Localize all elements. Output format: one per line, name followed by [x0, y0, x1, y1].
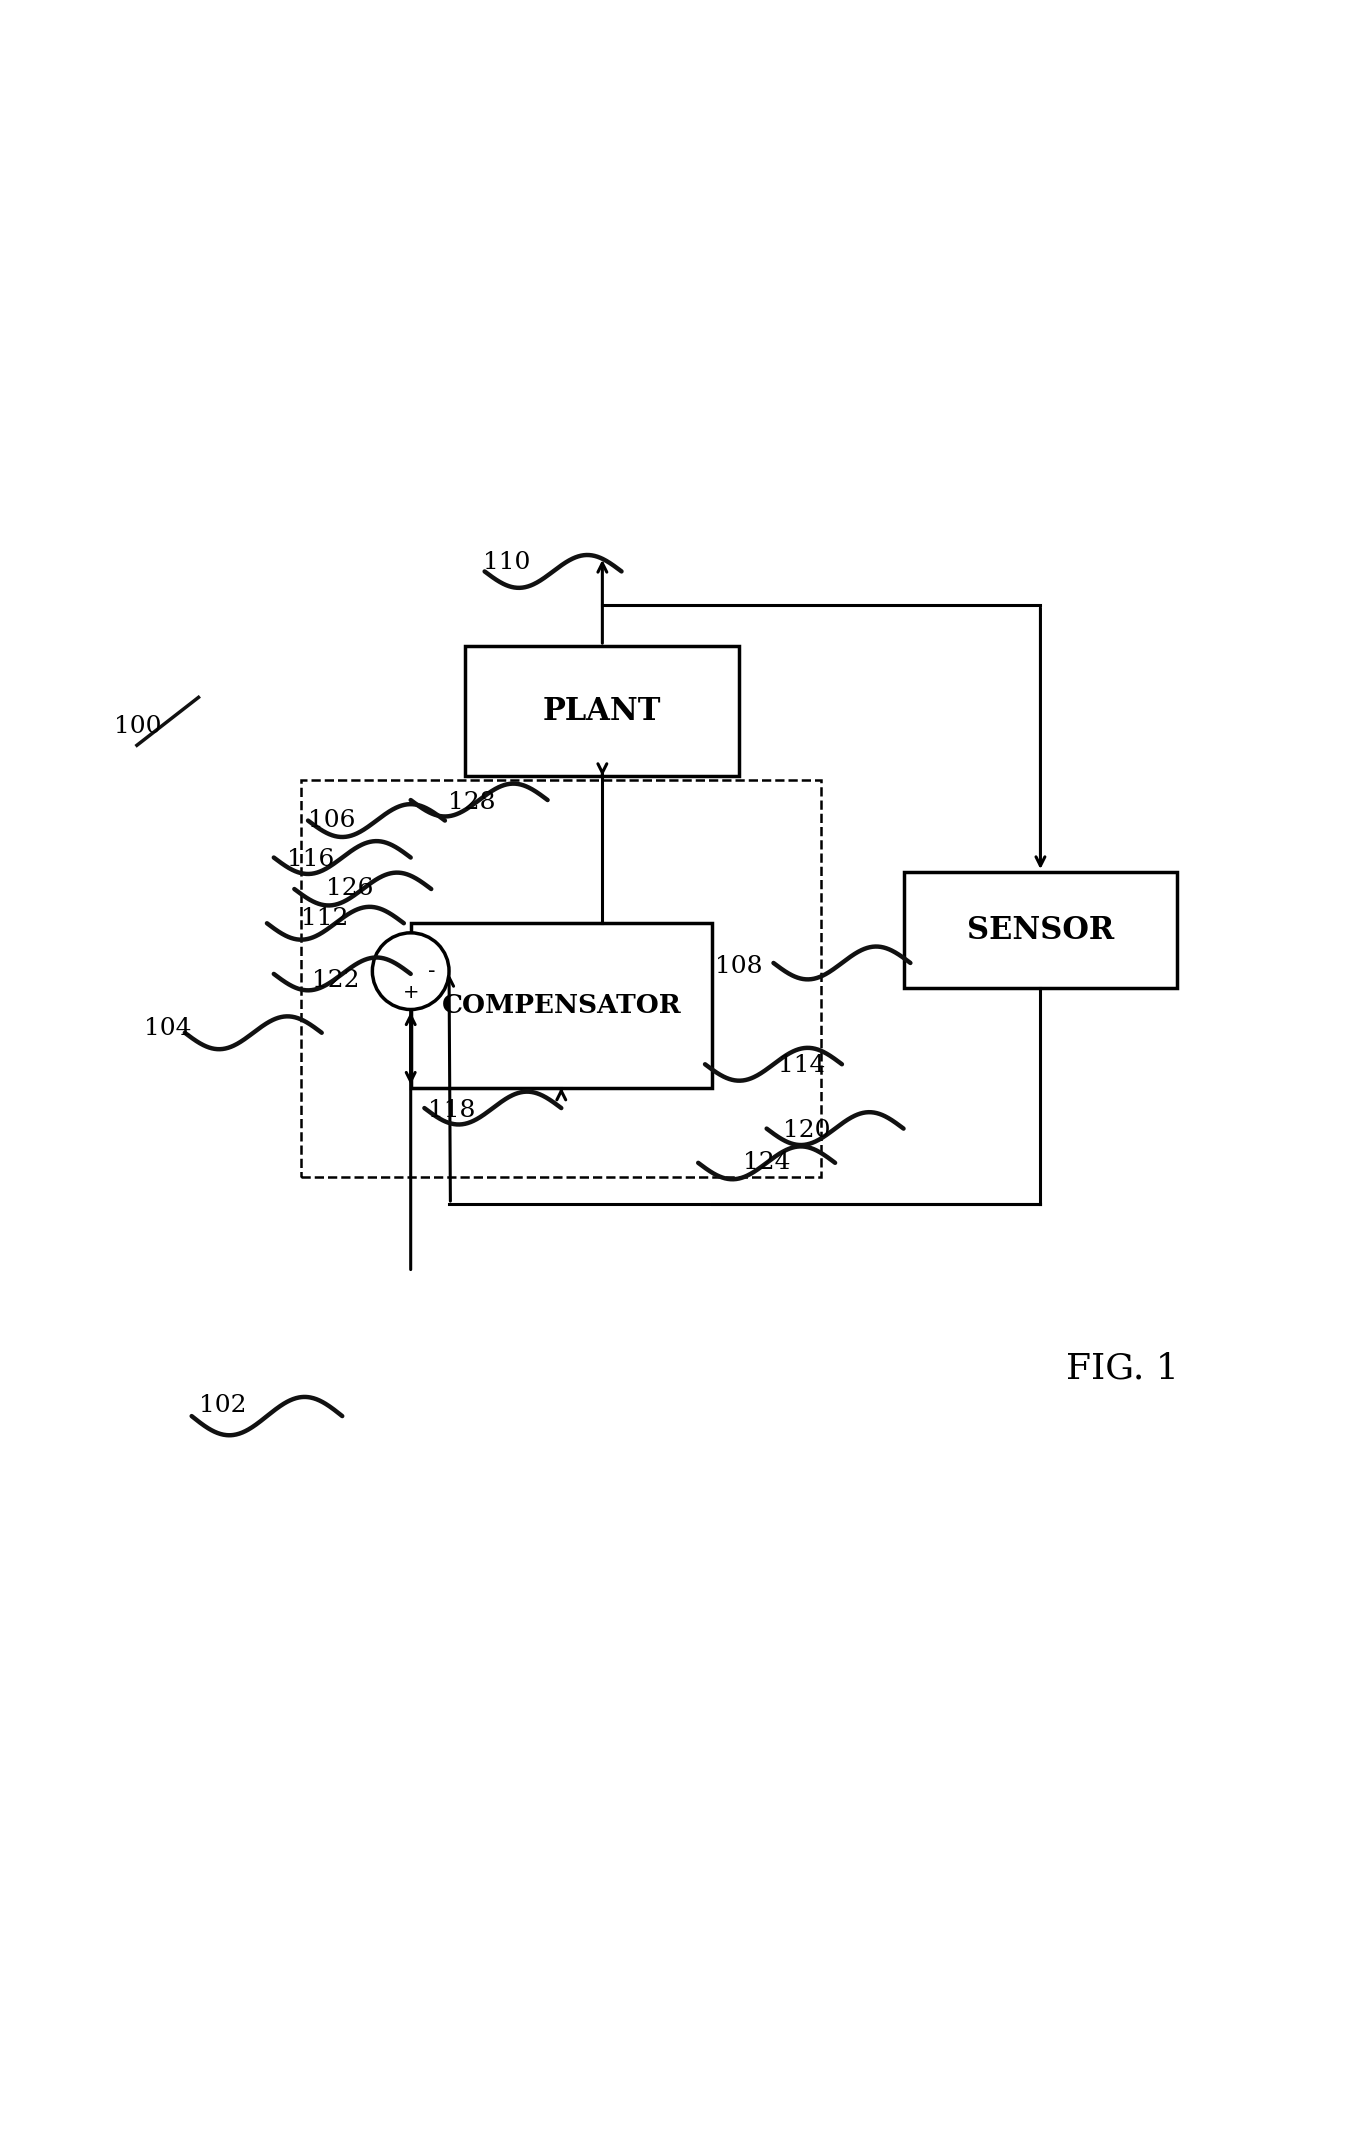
Text: 100: 100 [114, 715, 162, 738]
Text: 112: 112 [301, 907, 349, 930]
Text: 108: 108 [715, 956, 763, 977]
Text: -: - [428, 960, 435, 982]
Text: 128: 128 [448, 792, 496, 813]
Text: 104: 104 [144, 1016, 192, 1039]
Text: 110: 110 [483, 551, 531, 574]
Text: 114: 114 [778, 1054, 826, 1076]
Text: 118: 118 [428, 1099, 476, 1122]
Text: 124: 124 [743, 1150, 791, 1174]
Text: SENSOR: SENSOR [967, 915, 1114, 945]
Text: 120: 120 [783, 1120, 831, 1142]
Text: 116: 116 [287, 847, 335, 871]
Text: 126: 126 [326, 877, 374, 901]
Text: COMPENSATOR: COMPENSATOR [441, 992, 682, 1018]
Bar [904, 873, 1177, 988]
Circle shape [372, 933, 449, 1009]
Text: 106: 106 [308, 809, 356, 832]
Text: +: + [402, 984, 419, 1001]
Text: 102: 102 [199, 1394, 246, 1417]
Bar [301, 779, 821, 1176]
Text: PLANT: PLANT [543, 696, 661, 726]
Text: 122: 122 [312, 969, 360, 992]
Text: FIG. 1: FIG. 1 [1066, 1351, 1179, 1385]
Bar [465, 647, 739, 777]
Bar [411, 924, 712, 1088]
